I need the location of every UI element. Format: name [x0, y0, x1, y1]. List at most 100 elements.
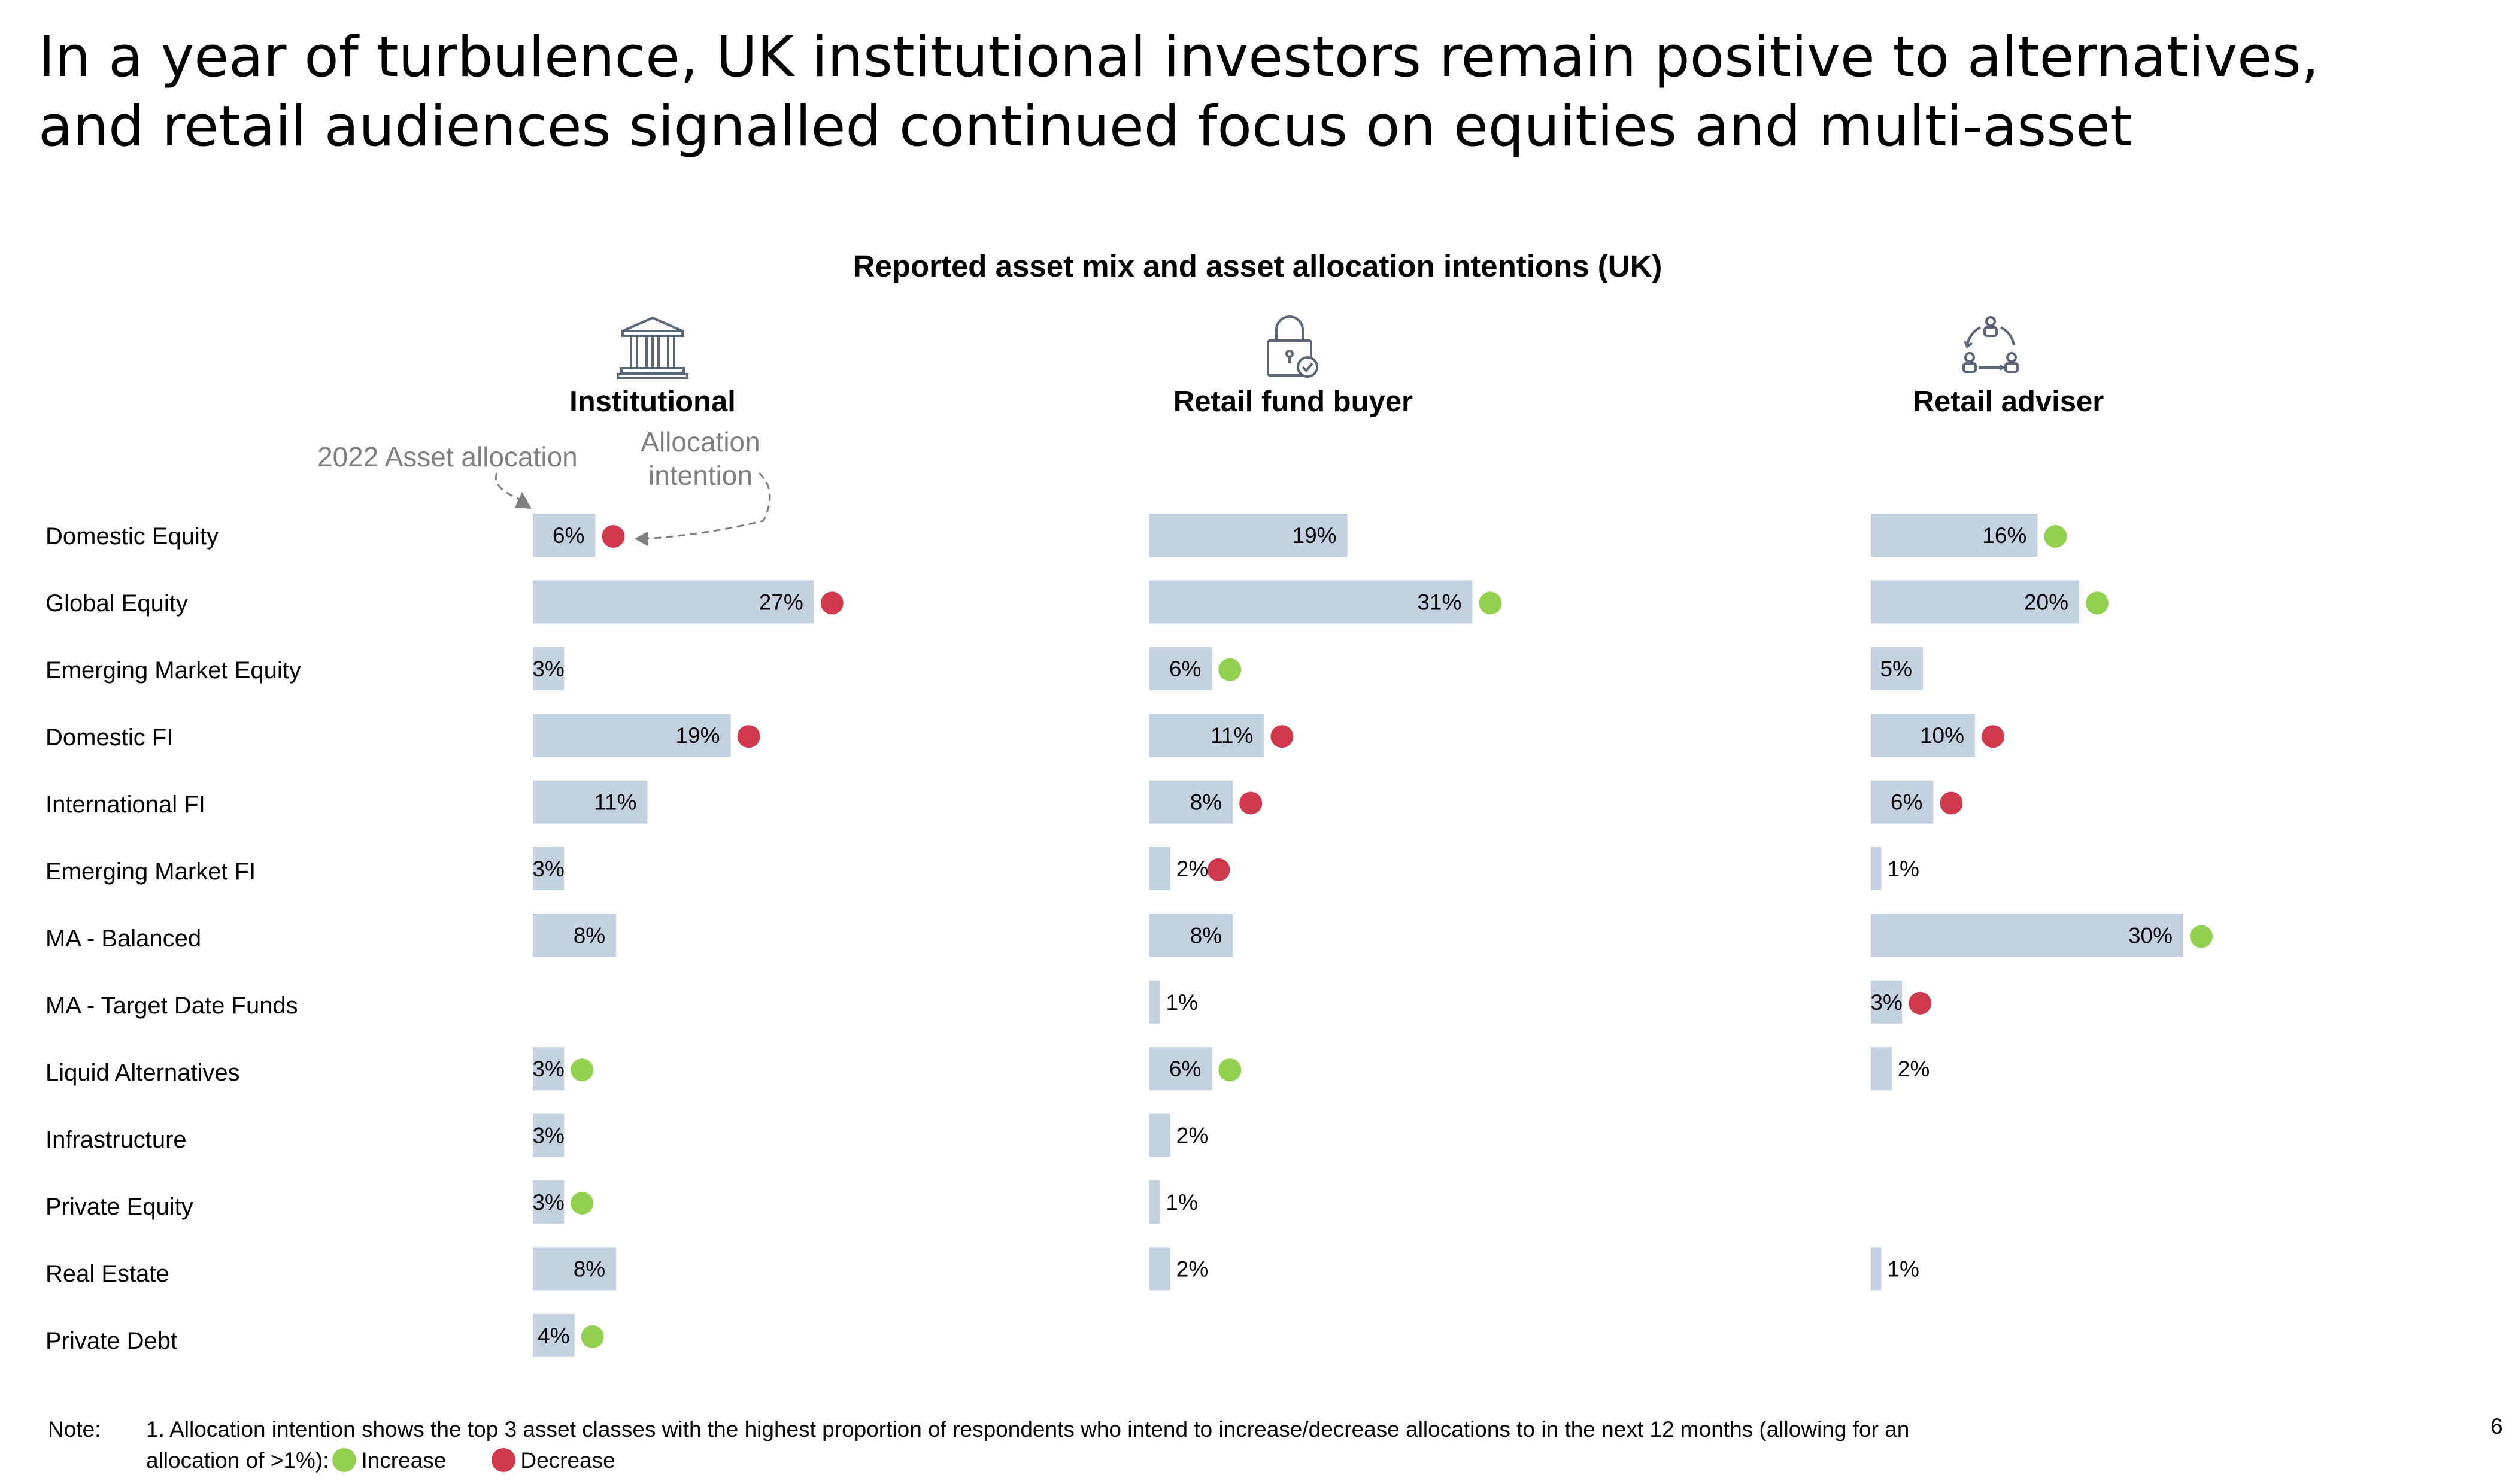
- people-network-icon: [1962, 316, 2019, 373]
- legend-increase-dot: [332, 1448, 357, 1472]
- category-label: Infrastructure: [45, 1127, 187, 1153]
- bar: [1871, 1247, 1882, 1291]
- increase-intention-dot: [2044, 525, 2067, 548]
- bar: [1871, 514, 2038, 557]
- bar: [1149, 780, 1233, 824]
- increase-intention-dot: [571, 1192, 594, 1215]
- increase-intention-dot: [1218, 1058, 1242, 1082]
- bar: [533, 780, 648, 824]
- bar-value-label: 8%: [1190, 923, 1222, 948]
- bar-value-label: 3%: [1870, 990, 1902, 1015]
- annotation-asset-allocation: 2022 Asset allocation: [317, 441, 578, 472]
- footnote-body: 1. Allocation intention shows the top 3 …: [146, 1414, 2062, 1476]
- bar-value-label: 11%: [594, 790, 636, 815]
- increase-intention-dot: [571, 1058, 594, 1082]
- bar-value-label: 3%: [532, 1190, 564, 1215]
- bar: [533, 647, 565, 690]
- bar-value-label: 11%: [1211, 723, 1253, 748]
- bar: [1149, 647, 1212, 690]
- decrease-intention-dot: [737, 725, 760, 748]
- footnote-line-1: 1. Allocation intention shows the top 3 …: [146, 1417, 1910, 1441]
- bar-value-label: 6%: [1169, 1057, 1201, 1081]
- bar-value-label: 16%: [1982, 523, 2026, 548]
- decrease-intention-dot: [602, 525, 625, 548]
- decrease-intention-dot: [1940, 791, 1963, 815]
- bar-value-label: 19%: [676, 723, 720, 748]
- segment-label-institutional: Institutional: [569, 386, 736, 418]
- bar: [533, 1113, 565, 1157]
- bar: [1871, 1047, 1892, 1091]
- bar: [1871, 580, 2079, 624]
- footnote-label: Note:: [48, 1417, 101, 1441]
- page-number: 6: [2490, 1414, 2503, 1439]
- bar-value-label: 31%: [1417, 590, 1461, 614]
- bar-value-label: 30%: [2128, 923, 2173, 948]
- bar: [1149, 914, 1233, 957]
- bar: [1149, 1113, 1170, 1157]
- decrease-intention-dot: [1239, 791, 1263, 815]
- decrease-intention-dot: [1270, 725, 1294, 748]
- bar: [1149, 980, 1160, 1024]
- category-label: International FI: [45, 791, 205, 818]
- slide-title-line-2: and retail audiences signalled continued…: [38, 94, 2132, 159]
- annotation-allocation-intention-line-1: Allocation: [641, 426, 760, 457]
- bank-building-icon: [617, 316, 688, 379]
- bar-value-label: 2%: [1898, 1057, 1930, 1081]
- bar: [1149, 1247, 1170, 1291]
- category-label: Domestic FI: [45, 724, 174, 751]
- decrease-intention-dot: [1982, 725, 2004, 748]
- increase-intention-dot: [2086, 591, 2109, 615]
- category-label: Global Equity: [45, 590, 188, 617]
- bar: [1149, 1180, 1160, 1224]
- segment-label-retail-adviser: Retail adviser: [1913, 386, 2104, 418]
- increase-intention-dot: [581, 1325, 604, 1348]
- bar-value-label: 3%: [532, 857, 564, 881]
- bar-value-label: 3%: [532, 1124, 564, 1148]
- increase-intention-dot: [2190, 925, 2213, 948]
- decrease-intention-dot: [1909, 991, 1932, 1015]
- bar-value-label: 1%: [1166, 1190, 1197, 1215]
- bar-value-label: 8%: [574, 1257, 605, 1281]
- bar-value-label: 3%: [532, 1057, 564, 1081]
- slide-title-line-1: In a year of turbulence, UK institutiona…: [38, 25, 2319, 90]
- bar-value-label: 4%: [538, 1324, 569, 1348]
- bar: [1871, 714, 1975, 757]
- bar: [1871, 914, 2183, 957]
- bar-value-label: 20%: [2024, 590, 2068, 614]
- legend-decrease-dot: [492, 1448, 516, 1472]
- category-label: Domestic Equity: [45, 523, 219, 550]
- category-label: Emerging Market Equity: [45, 657, 301, 684]
- bar: [1149, 580, 1473, 624]
- category-label: Private Equity: [45, 1194, 193, 1220]
- chart-title: Reported asset mix and asset allocation …: [853, 249, 1662, 283]
- bar-value-label: 27%: [759, 590, 803, 614]
- segment-label-retail-fund-buyer: Retail fund buyer: [1173, 386, 1413, 418]
- bar: [1149, 1047, 1212, 1091]
- increase-intention-dot: [1479, 591, 1502, 615]
- legend-increase-label: Increase: [361, 1448, 447, 1473]
- category-label: Private Debt: [45, 1328, 178, 1354]
- bar: [533, 847, 565, 890]
- category-label: MA - Target Date Funds: [45, 993, 298, 1019]
- category-label: Real Estate: [45, 1261, 169, 1287]
- bar: [1149, 847, 1170, 890]
- bar: [1871, 980, 1903, 1024]
- decrease-intention-dot: [1207, 858, 1230, 881]
- bar-value-label: 19%: [1293, 523, 1337, 548]
- bar-value-label: 3%: [532, 657, 564, 681]
- slide-title: In a year of turbulence, UK institutiona…: [38, 23, 2319, 162]
- bar: [1871, 780, 1934, 824]
- bar: [533, 1180, 565, 1224]
- bar: [533, 1313, 575, 1357]
- bar: [533, 714, 731, 757]
- increase-intention-dot: [1218, 658, 1242, 681]
- padlock-check-icon: [1267, 315, 1318, 378]
- bar: [1871, 647, 1923, 690]
- footnote-line-2: allocation of >1%): Increase Decrease: [146, 1445, 2062, 1476]
- category-label: MA - Balanced: [45, 925, 202, 952]
- bar: [1149, 714, 1264, 757]
- bar-value-label: 2%: [1176, 1124, 1208, 1148]
- category-label: Emerging Market FI: [45, 858, 256, 885]
- bar-value-label: 10%: [1920, 723, 1964, 748]
